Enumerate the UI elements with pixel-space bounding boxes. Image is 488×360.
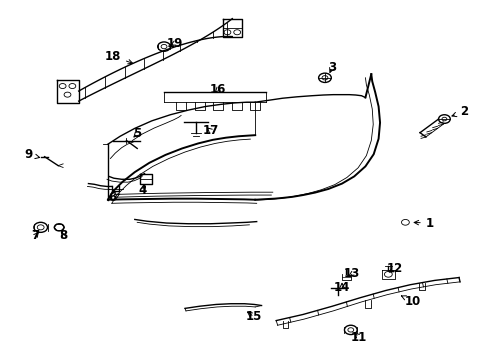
Text: 3: 3 bbox=[327, 60, 336, 73]
Text: 1: 1 bbox=[413, 216, 433, 230]
Text: 19: 19 bbox=[167, 36, 183, 50]
Text: 16: 16 bbox=[209, 83, 225, 96]
Text: 9: 9 bbox=[25, 148, 40, 161]
Text: 18: 18 bbox=[104, 50, 132, 64]
Text: 17: 17 bbox=[202, 124, 218, 137]
Text: 13: 13 bbox=[343, 267, 359, 280]
Text: 12: 12 bbox=[386, 262, 402, 275]
Text: 15: 15 bbox=[245, 310, 262, 324]
Text: 14: 14 bbox=[333, 281, 349, 294]
Text: 2: 2 bbox=[451, 105, 467, 118]
Text: 11: 11 bbox=[350, 330, 366, 343]
Text: 8: 8 bbox=[59, 229, 67, 242]
Text: 4: 4 bbox=[138, 184, 146, 197]
Text: 10: 10 bbox=[401, 295, 420, 308]
Text: 5: 5 bbox=[133, 127, 141, 140]
Text: 6: 6 bbox=[108, 192, 120, 204]
Text: 7: 7 bbox=[32, 229, 40, 242]
